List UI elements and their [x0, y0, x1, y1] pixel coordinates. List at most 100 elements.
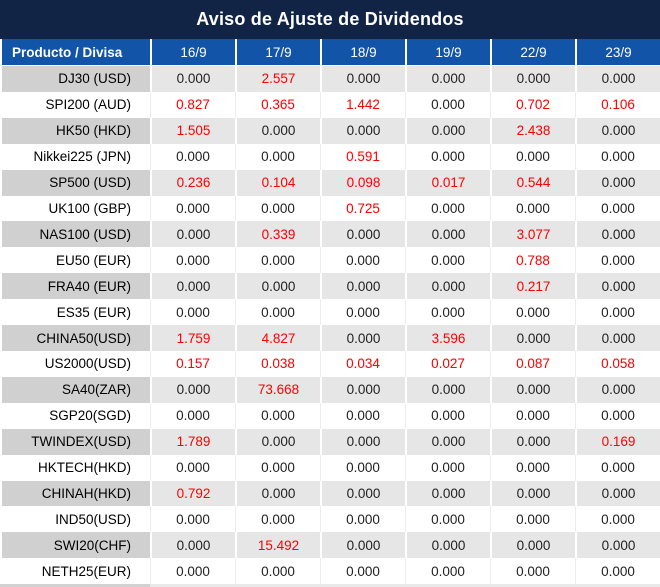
value-cell: 0.000	[235, 117, 320, 144]
header-row: Producto / Divisa 16/9 17/9 18/9 19/9 22/9 23/…	[0, 39, 660, 66]
value-cell: 0.058	[575, 350, 660, 377]
value-cell: 0.000	[235, 558, 320, 585]
value-cell: 0.000	[235, 428, 320, 455]
value-cell: 0.000	[235, 247, 320, 274]
date-column-header: 23/9	[575, 39, 660, 65]
product-column-header: Producto / Divisa	[0, 39, 150, 65]
value-cell: 0.000	[320, 428, 405, 455]
bottom-strip	[0, 584, 660, 587]
value-cell: 0.339	[235, 221, 320, 248]
value-cell: 0.000	[575, 376, 660, 403]
value-cell: 0.000	[575, 221, 660, 248]
value-cell: 0.017	[405, 169, 490, 196]
value-cell: 0.000	[150, 402, 235, 429]
value-cell: 1.789	[150, 428, 235, 455]
value-cell: 0.000	[150, 221, 235, 248]
value-cell: 0.000	[320, 221, 405, 248]
value-cell: 0.038	[235, 350, 320, 377]
value-cell: 0.000	[320, 480, 405, 507]
date-column-header: 19/9	[405, 39, 490, 65]
value-cell: 0.000	[490, 506, 575, 533]
value-cell: 0.000	[150, 143, 235, 170]
value-cell: 0.000	[150, 299, 235, 326]
product-cell: Nikkei225 (JPN)	[0, 143, 150, 170]
value-cell: 0.000	[235, 402, 320, 429]
product-cell: NAS100 (USD)	[0, 221, 150, 248]
product-cell: TWINDEX(USD)	[0, 428, 150, 455]
value-cell: 0.792	[150, 480, 235, 507]
value-cell: 0.000	[150, 195, 235, 222]
value-cell: 0.000	[575, 273, 660, 300]
value-cell: 0.104	[235, 169, 320, 196]
value-cell: 0.000	[405, 506, 490, 533]
value-cell: 0.788	[490, 247, 575, 274]
value-cell: 0.236	[150, 169, 235, 196]
value-cell: 0.000	[320, 117, 405, 144]
value-cell: 0.000	[405, 454, 490, 481]
value-cell: 0.000	[320, 66, 405, 92]
value-cell: 0.000	[490, 480, 575, 507]
value-cell: 0.544	[490, 169, 575, 196]
date-column-header: 17/9	[235, 39, 320, 65]
table-row: SWI20(CHF) 0.000 15.492 0.000 0.000 0.000 0.00…	[0, 532, 660, 559]
product-cell: NETH25(EUR)	[0, 558, 150, 585]
table-row: EU50 (EUR) 0.000 0.000 0.000 0.000 0.788 0.000	[0, 247, 660, 274]
table-body: DJ30 (USD) 0.000 2.557 0.000 0.000 0.000 0.000…	[0, 66, 660, 585]
product-cell: SA40(ZAR)	[0, 376, 150, 403]
value-cell: 0.000	[320, 247, 405, 274]
value-cell: 0.000	[150, 247, 235, 274]
table-row: NAS100 (USD) 0.000 0.339 0.000 0.000 3.077 0.0…	[0, 221, 660, 248]
table-row: IND50(USD) 0.000 0.000 0.000 0.000 0.000 0.000	[0, 506, 660, 533]
value-cell: 0.000	[150, 558, 235, 585]
product-cell: HKTECH(HKD)	[0, 454, 150, 481]
value-cell: 0.000	[490, 532, 575, 559]
value-cell: 0.000	[320, 376, 405, 403]
value-cell: 0.000	[490, 299, 575, 326]
value-cell: 0.000	[490, 325, 575, 351]
value-cell: 0.157	[150, 350, 235, 377]
product-cell: IND50(USD)	[0, 506, 150, 533]
value-cell: 0.000	[575, 299, 660, 326]
table-row: SP500 (USD) 0.236 0.104 0.098 0.017 0.544 0.00…	[0, 169, 660, 196]
value-cell: 0.000	[405, 480, 490, 507]
value-cell: 0.000	[575, 454, 660, 481]
table-row: CHINAH(HKD) 0.792 0.000 0.000 0.000 0.000 0.00…	[0, 480, 660, 507]
value-cell: 1.505	[150, 117, 235, 144]
value-cell: 0.000	[575, 247, 660, 274]
value-cell: 0.000	[235, 143, 320, 170]
date-column-header: 22/9	[490, 39, 575, 65]
product-cell: SGP20(SGD)	[0, 402, 150, 429]
value-cell: 2.557	[235, 66, 320, 92]
value-cell: 0.000	[150, 376, 235, 403]
table-title: Aviso de Ajuste de Dividendos	[0, 0, 660, 39]
product-cell: ES35 (EUR)	[0, 299, 150, 326]
value-cell: 0.000	[150, 273, 235, 300]
table-row: UK100 (GBP) 0.000 0.000 0.725 0.000 0.000 0.00…	[0, 195, 660, 222]
date-column-header: 16/9	[150, 39, 235, 65]
value-cell: 0.000	[405, 221, 490, 248]
value-cell: 0.000	[575, 325, 660, 351]
value-cell: 0.000	[405, 247, 490, 274]
product-cell: US2000(USD)	[0, 350, 150, 377]
value-cell: 0.000	[490, 428, 575, 455]
value-cell: 0.000	[235, 195, 320, 222]
value-cell: 3.596	[405, 325, 490, 351]
value-cell: 0.000	[405, 376, 490, 403]
value-cell: 0.000	[405, 66, 490, 92]
value-cell: 0.000	[575, 66, 660, 92]
value-cell: 0.000	[575, 532, 660, 559]
value-cell: 0.000	[575, 143, 660, 170]
product-cell: SPI200 (AUD)	[0, 91, 150, 118]
value-cell: 0.000	[405, 91, 490, 118]
value-cell: 0.000	[405, 273, 490, 300]
date-column-header: 18/9	[320, 39, 405, 65]
value-cell: 0.000	[235, 454, 320, 481]
value-cell: 0.702	[490, 91, 575, 118]
value-cell: 0.027	[405, 350, 490, 377]
table-row: HK50 (HKD) 1.505 0.000 0.000 0.000 2.438 0.000	[0, 117, 660, 144]
value-cell: 0.000	[320, 273, 405, 300]
value-cell: 0.000	[320, 325, 405, 351]
product-cell: HK50 (HKD)	[0, 117, 150, 144]
value-cell: 0.591	[320, 143, 405, 170]
